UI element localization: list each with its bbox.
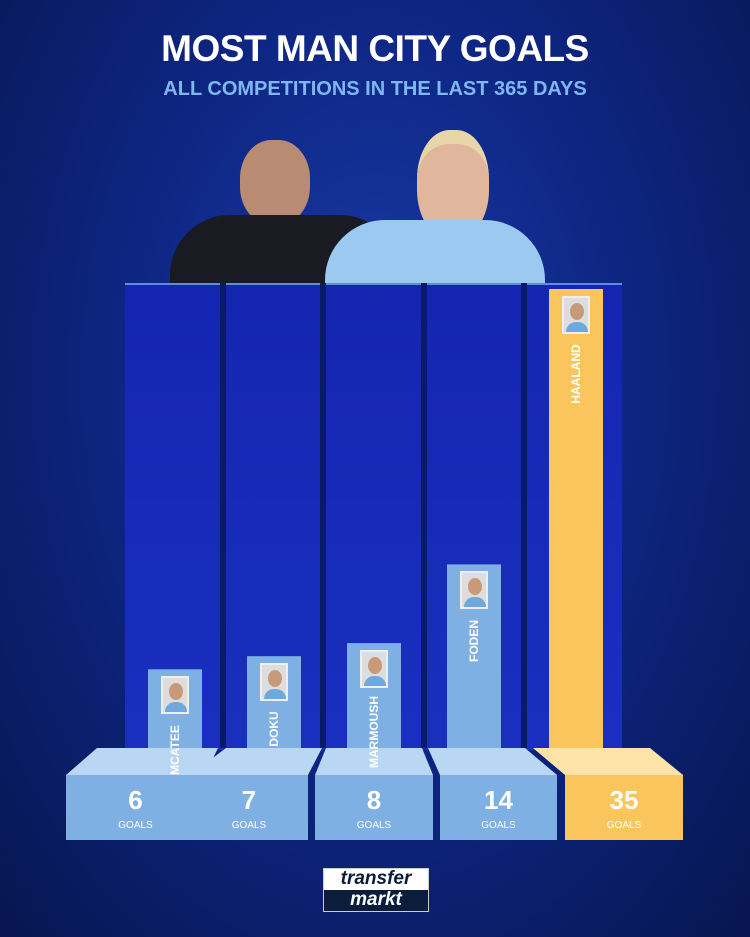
player-headshot [161,676,189,715]
pedestal-top [190,748,322,775]
unit-label: GOALS [231,820,267,831]
chart-title: MOST MAN CITY GOALS [161,28,589,69]
category-label: MARMOUSH [367,696,381,769]
bar [549,289,603,748]
divider [220,283,226,748]
player-headshot [260,663,288,702]
unit-label: GOALS [356,820,392,831]
pedestal-top [315,748,433,775]
transfermarkt-logo: transfer markt [323,868,429,912]
logo-text-bottom: markt [324,890,428,911]
value-label: 8 [366,785,382,815]
pedestal-front [315,775,433,840]
player-headshot [460,571,488,610]
pedestal-front [190,775,308,840]
divider [421,283,427,748]
unit-label: GOALS [118,820,153,831]
divider [521,283,527,748]
value-label: 35 [609,785,639,815]
divider [320,283,326,748]
player-headshot [360,650,388,689]
category-label: DOKU [267,711,281,747]
pedestal-top [66,748,218,775]
pedestal-top [533,748,683,775]
player-photo [325,130,595,285]
unit-label: GOALS [481,820,516,831]
pedestal-front [565,775,683,840]
pedestal-front [440,775,557,840]
pedestal-front [66,775,205,840]
value-label: 6 [128,785,143,815]
unit-label: GOALS [606,820,642,831]
player-headshot [562,296,590,334]
value-label: 7 [241,785,257,815]
category-label: HAALAND [569,344,583,404]
pedestal-top [428,748,557,775]
category-label: MCATEE [168,725,182,776]
category-label: FODEN [467,620,481,663]
chart-subtitle: ALL COMPETITIONS IN THE LAST 365 DAYS [163,78,587,100]
logo-text-top: transfer [340,868,412,889]
value-label: 14 [484,785,513,815]
